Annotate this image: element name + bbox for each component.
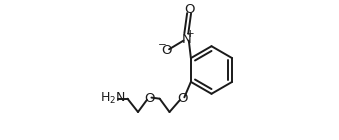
Text: O: O <box>144 92 155 105</box>
Text: N: N <box>181 33 191 46</box>
Text: O: O <box>161 44 171 57</box>
Text: O: O <box>177 92 187 105</box>
Text: O: O <box>184 3 194 16</box>
Text: +: + <box>186 29 195 39</box>
Text: −: − <box>158 40 166 50</box>
Text: H$_2$N: H$_2$N <box>100 91 125 106</box>
